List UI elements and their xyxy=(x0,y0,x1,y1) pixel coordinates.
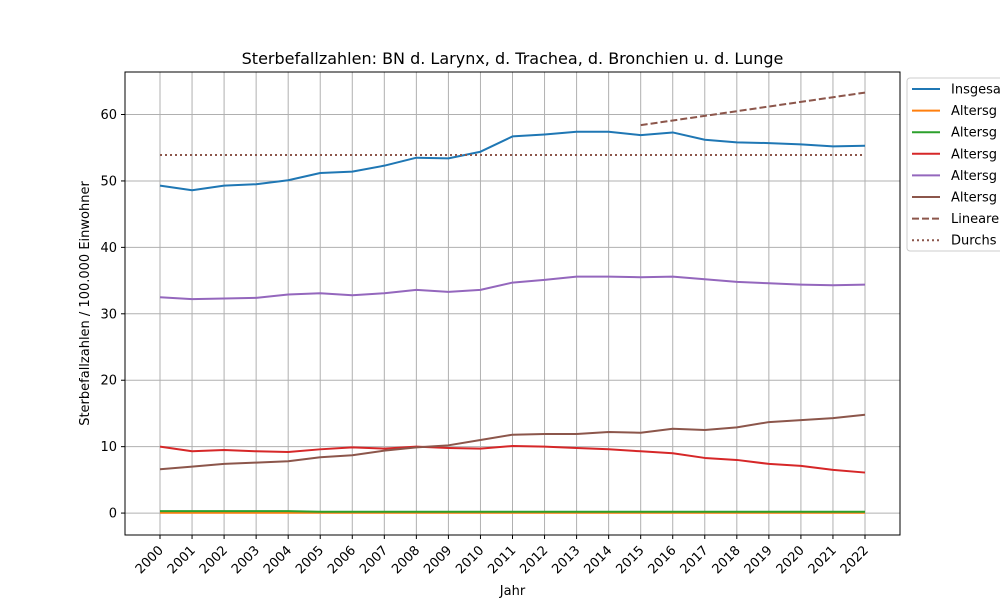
x-tick-label: 2009 xyxy=(421,543,455,577)
x-tick-label: 2015 xyxy=(614,543,648,577)
legend-label: Altersg xyxy=(951,147,997,162)
legend-label: Insgesa xyxy=(951,83,1000,98)
y-tick-label: 0 xyxy=(109,507,117,522)
x-axis: 2000200120022003200420052006200720082009… xyxy=(133,535,872,577)
series-line-3 xyxy=(160,510,865,513)
x-tick-label: 2007 xyxy=(357,543,391,577)
x-tick-label: 2017 xyxy=(678,543,712,577)
series-line-1 xyxy=(159,130,866,192)
y-tick-label: 40 xyxy=(100,241,117,256)
legend-label: Altersg xyxy=(951,191,997,206)
series-line-6 xyxy=(159,413,866,471)
x-tick-label: 2006 xyxy=(325,543,359,577)
chart-title: Sterbefallzahlen: BN d. Larynx, d. Trach… xyxy=(242,49,784,68)
y-tick-label: 60 xyxy=(100,108,117,123)
series-line-5 xyxy=(159,275,866,301)
legend-label: Altersg xyxy=(951,126,997,141)
x-tick-label: 2012 xyxy=(517,543,551,577)
series-layer xyxy=(159,91,866,514)
x-tick-label: 2001 xyxy=(165,543,199,577)
x-tick-label: 2016 xyxy=(646,543,680,577)
x-tick-label: 2018 xyxy=(710,543,744,577)
y-tick-label: 20 xyxy=(100,374,117,389)
x-tick-label: 2005 xyxy=(293,543,327,577)
legend-label: Durchs xyxy=(951,234,997,249)
x-tick-label: 2010 xyxy=(453,543,487,577)
legend-label: Altersg xyxy=(951,104,997,119)
y-tick-label: 50 xyxy=(100,174,117,189)
x-tick-label: 2022 xyxy=(838,543,872,577)
x-tick-label: 2000 xyxy=(133,543,167,577)
legend-box xyxy=(906,77,1000,252)
x-axis-label: Jahr xyxy=(499,584,526,599)
y-axis: 0 10 20 30 40 50 60 xyxy=(100,108,125,522)
y-axis-label: Sterbefallzahlen / 100.000 Einwohner xyxy=(78,181,93,426)
x-tick-label: 2014 xyxy=(581,543,615,577)
series-line-4 xyxy=(159,444,866,474)
x-tick-label: 2011 xyxy=(485,543,519,577)
y-tick-label: 30 xyxy=(100,307,117,322)
x-tick-label: 2008 xyxy=(389,543,423,577)
legend-label: Altersg xyxy=(951,169,997,184)
x-tick-label: 2003 xyxy=(229,543,263,577)
legend: Insgesa Altersg Altersg Altersg Altersg Alter… xyxy=(906,77,1000,252)
x-tick-label: 2002 xyxy=(197,543,231,577)
series-line-7 xyxy=(640,91,866,127)
y-tick-label: 10 xyxy=(100,440,117,455)
x-tick-label: 2019 xyxy=(742,543,776,577)
x-tick-label: 2021 xyxy=(806,543,840,577)
legend-label: Lineare xyxy=(951,212,999,227)
x-tick-label: 2004 xyxy=(261,543,295,577)
x-tick-label: 2020 xyxy=(774,543,808,577)
x-tick-label: 2013 xyxy=(549,543,583,577)
